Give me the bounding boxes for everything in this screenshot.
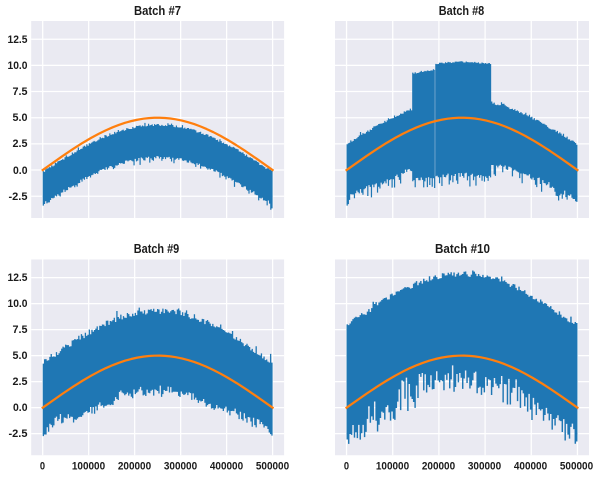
svg-text:2.5: 2.5 [13,376,28,388]
svg-text:10.0: 10.0 [8,298,28,310]
svg-text:0: 0 [344,461,349,473]
svg-text:500000: 500000 [256,461,289,473]
svg-text:5.0: 5.0 [13,112,28,124]
svg-text:7.5: 7.5 [13,324,28,336]
svg-text:Batch #10: Batch #10 [435,241,490,256]
svg-text:0.0: 0.0 [13,165,28,177]
svg-text:-2.5: -2.5 [9,428,28,440]
svg-text:Batch #7: Batch #7 [134,3,181,18]
svg-text:300000: 300000 [468,461,501,473]
svg-text:400000: 400000 [514,461,547,473]
svg-text:0: 0 [40,461,45,473]
svg-text:12.5: 12.5 [8,34,28,46]
svg-text:200000: 200000 [118,461,151,473]
svg-text:300000: 300000 [164,461,197,473]
svg-text:-2.5: -2.5 [9,191,28,203]
svg-text:500000: 500000 [560,461,593,473]
svg-text:0.0: 0.0 [13,402,28,414]
svg-text:10.0: 10.0 [8,60,28,72]
svg-text:7.5: 7.5 [13,86,28,98]
svg-text:100000: 100000 [72,461,105,473]
svg-text:2.5: 2.5 [13,138,28,150]
svg-text:5.0: 5.0 [13,350,28,362]
svg-text:12.5: 12.5 [8,272,28,284]
svg-text:Batch #9: Batch #9 [134,241,180,256]
svg-text:400000: 400000 [210,461,243,473]
svg-text:Batch #8: Batch #8 [439,3,485,18]
svg-text:200000: 200000 [422,461,455,473]
svg-text:100000: 100000 [376,461,409,473]
